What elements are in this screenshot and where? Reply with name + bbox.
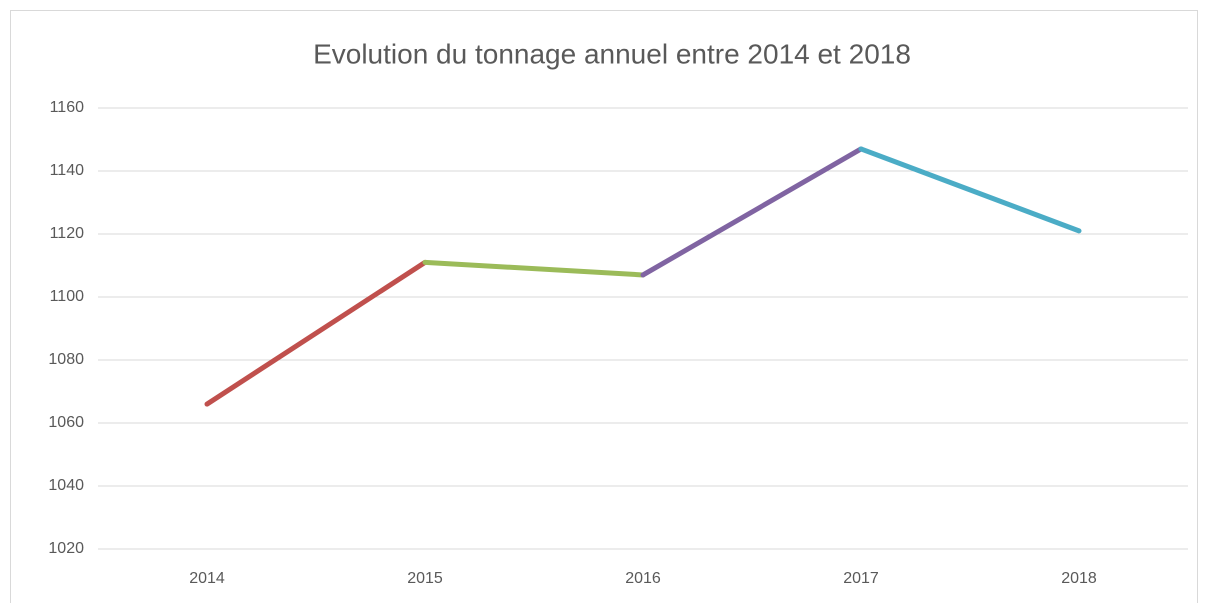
x-tick-label: 2014: [189, 570, 225, 587]
line-segment: [422, 259, 646, 278]
y-tick-label: 1160: [50, 99, 85, 116]
line-segment: [858, 146, 1082, 234]
chart-title: Evolution du tonnage annuel entre 2014 e…: [313, 38, 911, 69]
y-tick-label: 1120: [50, 225, 85, 242]
y-tick-label: 1080: [48, 351, 84, 368]
y-tick-label: 1060: [48, 414, 84, 431]
x-tick-label: 2015: [407, 570, 443, 587]
line-segment: [204, 259, 428, 407]
y-tick-label: 1040: [48, 477, 84, 494]
x-tick-label: 2017: [843, 570, 879, 587]
x-tick-label: 2016: [625, 570, 661, 587]
chart-border: [10, 10, 1198, 603]
y-tick-label: 1140: [50, 162, 85, 179]
y-tick-label: 1100: [50, 288, 85, 305]
y-tick-label: 1020: [48, 540, 84, 557]
line-segment: [640, 146, 864, 278]
x-tick-label: 2018: [1061, 570, 1097, 587]
